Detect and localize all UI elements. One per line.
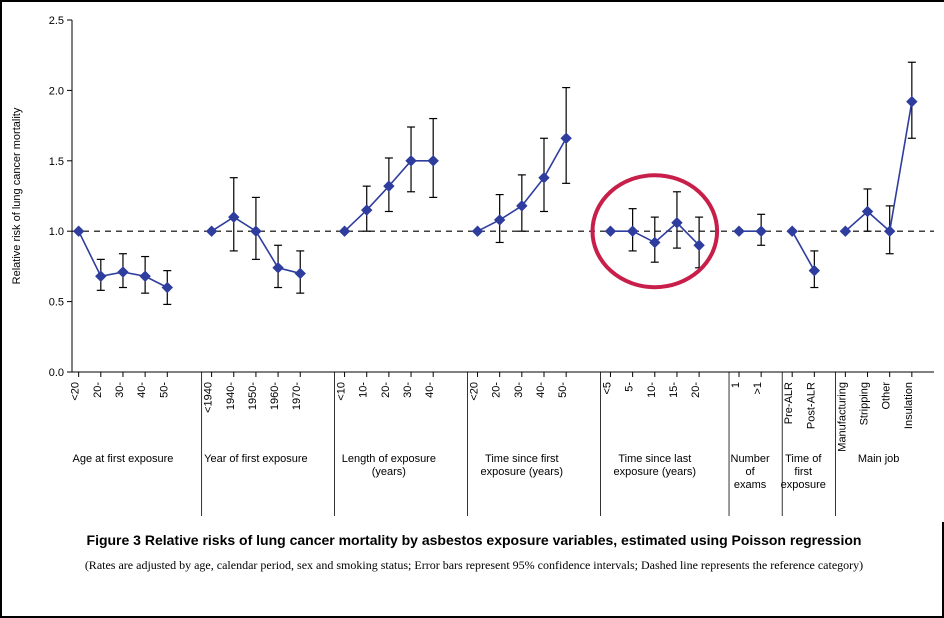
svg-text:Year of first exposure: Year of first exposure xyxy=(204,453,308,465)
forest-plot-svg: 0.0 0.5 1.0 1.5 2.0 2.5 Relative risk of lung … xyxy=(2,2,944,522)
svg-text:Number: Number xyxy=(731,453,770,465)
svg-text:Post-ALR: Post-ALR xyxy=(805,382,817,429)
svg-text:Manufacturing: Manufacturing xyxy=(836,382,848,452)
figure-caption-subtitle: (Rates are adjusted by age, calendar per… xyxy=(2,557,944,573)
svg-text:40-: 40- xyxy=(535,382,547,398)
svg-text:exams: exams xyxy=(734,479,767,491)
svg-text:30-: 30- xyxy=(402,382,414,398)
svg-text:Time since last: Time since last xyxy=(618,453,691,465)
figure-frame: 0.0 0.5 1.0 1.5 2.0 2.5 Relative risk of lung … xyxy=(0,0,944,618)
svg-text:2.0: 2.0 xyxy=(49,85,64,97)
svg-text:>1: >1 xyxy=(752,382,764,395)
svg-text:exposure (years): exposure (years) xyxy=(614,466,697,478)
svg-text:Pre-ALR: Pre-ALR xyxy=(783,382,795,424)
svg-text:50-: 50- xyxy=(158,382,170,398)
svg-text:exposure (years): exposure (years) xyxy=(481,466,564,478)
svg-text:Main job: Main job xyxy=(858,453,900,465)
svg-text:1940-: 1940- xyxy=(225,382,237,410)
svg-text:1960-: 1960- xyxy=(269,382,281,410)
svg-text:20-: 20- xyxy=(380,382,392,398)
svg-text:Time since first: Time since first xyxy=(485,453,559,465)
svg-text:1970-: 1970- xyxy=(291,382,303,410)
chart-region: 0.0 0.5 1.0 1.5 2.0 2.5 Relative risk of lung … xyxy=(2,2,944,522)
figure-caption-title: Figure 3 Relative risks of lung cancer m… xyxy=(2,532,944,548)
svg-text:0.5: 0.5 xyxy=(49,297,64,309)
svg-text:15-: 15- xyxy=(668,382,680,398)
svg-text:<5: <5 xyxy=(601,382,613,395)
svg-text:30-: 30- xyxy=(114,382,126,398)
svg-text:Length of exposure: Length of exposure xyxy=(342,453,436,465)
svg-text:1950-: 1950- xyxy=(247,382,259,410)
svg-text:10-: 10- xyxy=(646,382,658,398)
svg-text:<20: <20 xyxy=(469,382,481,401)
svg-text:Other: Other xyxy=(881,382,893,410)
svg-text:<20: <20 xyxy=(70,382,82,401)
svg-text:0.0: 0.0 xyxy=(49,367,64,379)
svg-text:10-: 10- xyxy=(358,382,370,398)
svg-text:Time of: Time of xyxy=(785,453,822,465)
svg-text:1.0: 1.0 xyxy=(49,226,64,238)
svg-text:<10: <10 xyxy=(336,382,348,401)
svg-text:exposure: exposure xyxy=(781,479,826,491)
svg-text:40-: 40- xyxy=(424,382,436,398)
svg-text:20-: 20- xyxy=(690,382,702,398)
svg-text:1: 1 xyxy=(730,382,742,388)
svg-text:Relative risk of lung cancer m: Relative risk of lung cancer mortality xyxy=(11,107,23,284)
svg-text:(years): (years) xyxy=(372,466,406,478)
svg-text:5-: 5- xyxy=(624,382,636,392)
svg-text:40-: 40- xyxy=(136,382,148,398)
svg-text:of: of xyxy=(745,466,755,478)
svg-text:first: first xyxy=(794,466,812,478)
svg-text:<1940: <1940 xyxy=(203,382,215,413)
svg-text:20-: 20- xyxy=(92,382,104,398)
svg-text:Stripping: Stripping xyxy=(859,382,871,425)
svg-text:20-: 20- xyxy=(491,382,503,398)
svg-text:50-: 50- xyxy=(557,382,569,398)
svg-text:Age at first exposure: Age at first exposure xyxy=(73,453,174,465)
svg-text:30-: 30- xyxy=(513,382,525,398)
svg-text:Insulation: Insulation xyxy=(903,382,915,429)
svg-text:1.5: 1.5 xyxy=(49,156,64,168)
svg-text:2.5: 2.5 xyxy=(49,15,64,27)
